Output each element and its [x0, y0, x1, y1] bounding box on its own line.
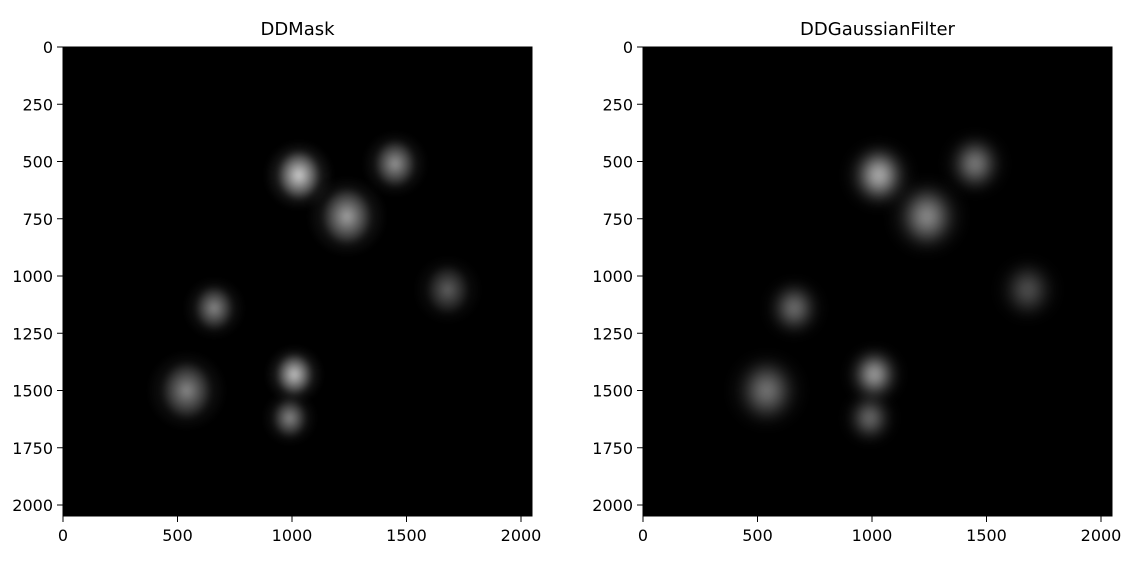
x-tick-label: 1500 — [966, 526, 1007, 545]
cell-blobs — [726, 130, 1063, 446]
y-axis: 0 250 500 750 1000 1250 1500 1750 2000 — [12, 38, 63, 515]
x-axis: 0 500 1000 1500 2000 — [58, 516, 541, 545]
x-tick-label: 2000 — [1081, 526, 1122, 545]
y-tick-label: 1000 — [592, 267, 633, 286]
cell-blob — [855, 353, 893, 396]
x-tick-label: 1000 — [272, 526, 313, 545]
x-tick-label: 0 — [638, 526, 648, 545]
cell-blob — [321, 187, 373, 246]
cell-blob — [374, 140, 416, 188]
y-tick-label: 750 — [602, 210, 633, 229]
x-tick-label: 1500 — [386, 526, 427, 545]
y-tick-label: 500 — [602, 153, 633, 172]
y-tick-label: 1750 — [12, 439, 53, 458]
x-tick-label: 2000 — [501, 526, 542, 545]
cell-blob — [901, 187, 953, 246]
panel-ddmask: DDMask 0 500 1000 1500 2000 0 250 500 750 1000 12… — [12, 19, 541, 545]
cell-blob — [852, 398, 887, 438]
cell-blob — [272, 398, 307, 438]
cell-blob — [857, 150, 901, 201]
x-axis: 0 500 1000 1500 2000 — [638, 516, 1121, 545]
cell-blob — [1005, 264, 1050, 315]
y-tick-label: 1250 — [592, 324, 633, 343]
y-tick-label: 2000 — [592, 496, 633, 515]
panel-title: DDMask — [260, 19, 335, 40]
cell-blob — [741, 361, 792, 420]
cell-blobs — [146, 130, 483, 446]
y-tick-label: 0 — [43, 38, 53, 57]
y-tick-label: 1250 — [12, 324, 53, 343]
y-tick-label: 1500 — [12, 382, 53, 401]
cell-blob — [275, 353, 313, 396]
y-tick-label: 0 — [623, 38, 633, 57]
y-tick-label: 750 — [22, 210, 53, 229]
y-tick-label: 2000 — [12, 496, 53, 515]
y-tick-label: 1000 — [12, 267, 53, 286]
axes-frame — [62, 46, 533, 517]
cell-blob — [161, 361, 212, 420]
x-tick-label: 500 — [162, 526, 193, 545]
y-tick-label: 1500 — [592, 382, 633, 401]
panel-ddgaussianfilter: DDGaussianFilter 0 500 1000 1500 2000 0 250 50… — [592, 19, 1121, 545]
y-tick-label: 500 — [22, 153, 53, 172]
cell-blob — [954, 140, 996, 188]
axes-frame — [642, 46, 1113, 517]
cell-blob — [277, 150, 321, 201]
x-tick-label: 1000 — [852, 526, 893, 545]
x-tick-label: 0 — [58, 526, 68, 545]
cell-blob — [774, 285, 814, 331]
cell-blob — [425, 264, 470, 315]
y-tick-label: 250 — [602, 95, 633, 114]
y-tick-label: 1750 — [592, 439, 633, 458]
y-tick-label: 250 — [22, 95, 53, 114]
panel-title: DDGaussianFilter — [800, 19, 955, 40]
x-tick-label: 500 — [742, 526, 773, 545]
cell-blob — [194, 285, 234, 331]
y-axis: 0 250 500 750 1000 1250 1500 1750 2000 — [592, 38, 643, 515]
